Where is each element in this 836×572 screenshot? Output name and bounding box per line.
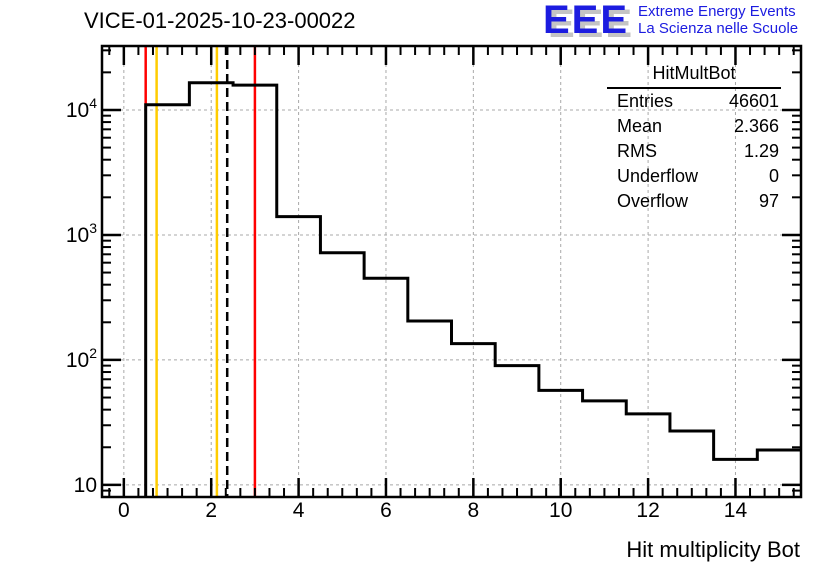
histogram-line — [144, 81, 801, 497]
stats-box: HitMultBot Entries 46601 Mean 2.366 RMS 1.29 U… — [607, 63, 781, 214]
stats-row-label: Mean — [617, 116, 663, 136]
stats-box-title: HitMultBot — [607, 63, 781, 89]
eee-logo-acronym: EEE — [543, 0, 630, 42]
stats-row-value: 97 — [758, 191, 779, 211]
x-axis-tick-label: 2 — [205, 499, 217, 522]
y-axis-tick-exponent: 3 — [89, 220, 97, 236]
plot-title: VICE-01-2025-10-23-00022 — [84, 8, 356, 33]
stats-row-value: 1.29 — [743, 141, 779, 161]
y-axis-tick-exponent: 4 — [89, 95, 97, 111]
stats-row-label: Entries — [617, 91, 674, 111]
eee-logo: EEE Extreme Energy Events La Scienza nel… — [543, 0, 798, 42]
stats-row: Mean 2.366 — [607, 114, 781, 139]
stats-row-label: Underflow — [617, 166, 699, 186]
stats-row-value: 46601 — [728, 91, 779, 111]
x-axis-tick-label: 4 — [293, 499, 305, 522]
x-axis-tick-label: 12 — [636, 499, 659, 522]
eee-logo-taglines: Extreme Energy Events La Scienza nelle S… — [638, 2, 798, 37]
y-axis-tick-label: 10 — [74, 474, 97, 497]
x-axis-tick-label: 0 — [118, 499, 130, 522]
stats-row-label: Overflow — [617, 191, 689, 211]
x-axis-tick-label: 6 — [380, 499, 392, 522]
stats-row: Underflow 0 — [607, 164, 781, 189]
stats-row-label: RMS — [617, 141, 657, 161]
stats-row: Entries 46601 — [607, 89, 781, 114]
stats-row: RMS 1.29 — [607, 139, 781, 164]
stats-row-value: 2.366 — [733, 116, 779, 136]
eee-logo-tagline-1: Extreme Energy Events — [638, 3, 796, 20]
eee-logo-tagline-2: La Scienza nelle Scuole — [638, 20, 799, 37]
x-axis-title: Hit multiplicity Bot — [626, 537, 800, 562]
y-axis-tick-exponent: 2 — [89, 345, 97, 361]
stats-row: Overflow 97 — [607, 189, 781, 214]
x-axis-tick-label: 14 — [724, 499, 748, 522]
y-axis-tick-label: 102 — [66, 345, 97, 372]
stats-row-value: 0 — [768, 166, 779, 186]
stats-box-rows: Entries 46601 Mean 2.366 RMS 1.29 Underflow 0 Ov… — [607, 89, 781, 214]
y-axis-tick-label: 104 — [66, 95, 97, 122]
plot-frame — [100, 44, 803, 499]
x-axis-tick-label: 8 — [468, 499, 480, 522]
x-axis-tick-label: 10 — [549, 499, 572, 522]
y-axis-tick-label: 103 — [66, 220, 97, 247]
